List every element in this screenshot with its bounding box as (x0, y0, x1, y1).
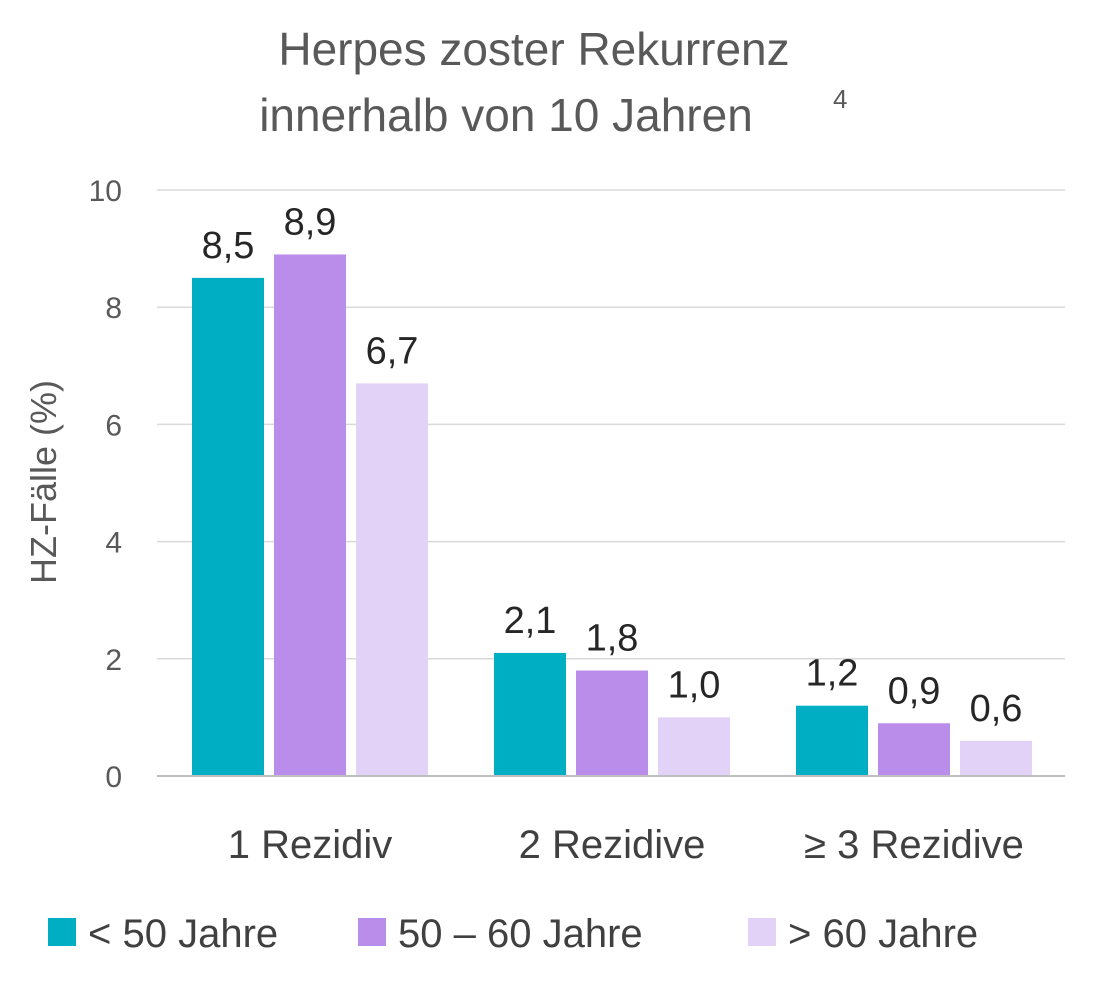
data-labels: 8,5 8,9 6,7 2,1 1,8 1,0 1,2 0,9 0,6 (202, 201, 1023, 729)
chart-title-line-1: Herpes zoster Rekurrenz (278, 23, 789, 75)
legend-label: > 60 Jahre (788, 912, 978, 956)
legend-label: 50 – 60 Jahre (398, 912, 643, 956)
legend-swatch (48, 918, 76, 946)
chart-title: Herpes zoster Rekurrenz innerhalb von 10… (259, 23, 847, 141)
data-label: 1,8 (586, 618, 639, 660)
x-tick-label: 1 Rezidiv (228, 823, 393, 867)
data-label: 6,7 (366, 330, 419, 372)
data-label: 0,9 (888, 670, 941, 712)
legend-label: < 50 Jahre (88, 912, 278, 956)
y-tick-label: 0 (105, 761, 122, 794)
chart-title-superscript: 4 (833, 84, 847, 114)
x-axis-categories: 1 Rezidiv 2 Rezidive ≥ 3 Rezidive (228, 823, 1024, 867)
y-tick-label: 10 (89, 175, 122, 208)
data-label: 8,5 (202, 225, 255, 267)
x-tick-label: 2 Rezidive (519, 823, 706, 867)
y-axis-ticks: 0 2 4 6 8 10 (89, 175, 122, 794)
data-label: 1,0 (668, 664, 721, 706)
data-label: 1,2 (806, 653, 859, 695)
data-label: 2,1 (504, 600, 557, 642)
y-tick-label: 2 (105, 644, 122, 677)
legend: < 50 Jahre 50 – 60 Jahre > 60 Jahre (48, 912, 978, 956)
bar-1-series-1 (192, 277, 264, 776)
bar-1-series-2 (274, 254, 346, 776)
bar-3-series-1 (796, 705, 868, 776)
data-label: 0,6 (970, 688, 1023, 730)
bars (192, 254, 1032, 776)
y-tick-label: 4 (105, 527, 122, 560)
bar-2-series-2 (576, 670, 648, 776)
data-label: 8,9 (284, 201, 337, 243)
y-tick-label: 6 (105, 409, 122, 442)
y-tick-label: 8 (105, 292, 122, 325)
bar-1-series-3 (356, 383, 428, 776)
bar-2-series-3 (658, 717, 730, 776)
chart-title-line-2: innerhalb von 10 Jahren (259, 89, 753, 141)
bar-3-series-2 (878, 723, 950, 776)
y-axis-label: HZ-Fälle (%) (23, 380, 64, 584)
bar-3-series-3 (960, 740, 1032, 776)
legend-swatch (358, 918, 386, 946)
legend-swatch (748, 918, 776, 946)
bar-2-series-1 (494, 652, 566, 776)
x-tick-label: ≥ 3 Rezidive (804, 823, 1024, 867)
